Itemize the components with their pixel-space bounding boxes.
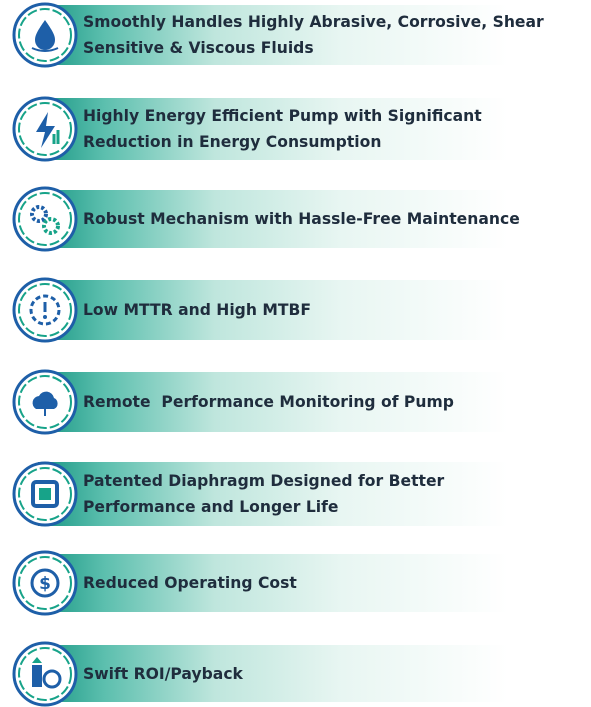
feature-line: Low MTTR and High MTBF [83, 301, 312, 319]
feature-row: Patented Diaphragm Designed for Better Pe… [0, 461, 591, 527]
feature-icon: $ [12, 550, 78, 616]
feature-text: Smoothly Handles Highly Abrasive, Corros… [83, 9, 544, 61]
feature-text: Robust Mechanism with Hassle-Free Mainte… [83, 206, 520, 232]
feature-line: Highly Energy Efficient Pump with Signif… [83, 107, 482, 125]
feature-text: Swift ROI/Payback [83, 661, 243, 687]
gradient-bar [38, 5, 591, 65]
feature-text: Patented Diaphragm Designed for Better Pe… [83, 468, 444, 520]
feature-icon [12, 186, 78, 252]
feature-row: $ Reduced Operating Cost [0, 550, 591, 616]
feature-row: Remote Performance Monitoring of Pump [0, 369, 591, 435]
gradient-bar [38, 280, 591, 340]
feature-row: Highly Energy Efficient Pump with Signif… [0, 96, 591, 162]
svg-text:$: $ [39, 574, 51, 594]
feature-icon [12, 641, 78, 706]
gradient-bar [38, 190, 591, 248]
gradient-bar [38, 462, 591, 526]
feature-line: Robust Mechanism with Hassle-Free Mainte… [83, 210, 520, 228]
feature-line: Reduction in Energy Consumption [83, 133, 382, 151]
feature-line: Remote Performance Monitoring of Pump [83, 393, 454, 411]
feature-row: Swift ROI/Payback [0, 641, 591, 706]
gradient-bar [38, 372, 591, 432]
feature-line: Performance and Longer Life [83, 498, 339, 516]
feature-icon [12, 2, 78, 68]
feature-text: Reduced Operating Cost [83, 570, 297, 596]
feature-icon [12, 369, 78, 435]
feature-line: Reduced Operating Cost [83, 574, 297, 592]
feature-icon [12, 461, 78, 527]
gradient-bar [38, 645, 591, 702]
gradient-bar [38, 98, 591, 160]
feature-line: Patented Diaphragm Designed for Better [83, 472, 445, 490]
feature-line: Smoothly Handles Highly Abrasive, Corros… [83, 13, 544, 31]
feature-row: Low MTTR and High MTBF [0, 277, 591, 343]
gradient-bar [38, 554, 591, 612]
feature-line: Swift ROI/Payback [83, 664, 243, 683]
feature-text: Low MTTR and High MTBF [83, 297, 311, 323]
feature-text: Highly Energy Efficient Pump with Signif… [83, 103, 482, 155]
feature-row: Robust Mechanism with Hassle-Free Mainte… [0, 186, 591, 252]
feature-row: Smoothly Handles Highly Abrasive, Corros… [0, 2, 591, 68]
feature-line: Sensitive & Viscous Fluids [83, 39, 314, 57]
feature-text: Remote Performance Monitoring of Pump [83, 389, 454, 415]
feature-icon [12, 277, 78, 343]
feature-icon [12, 96, 78, 162]
